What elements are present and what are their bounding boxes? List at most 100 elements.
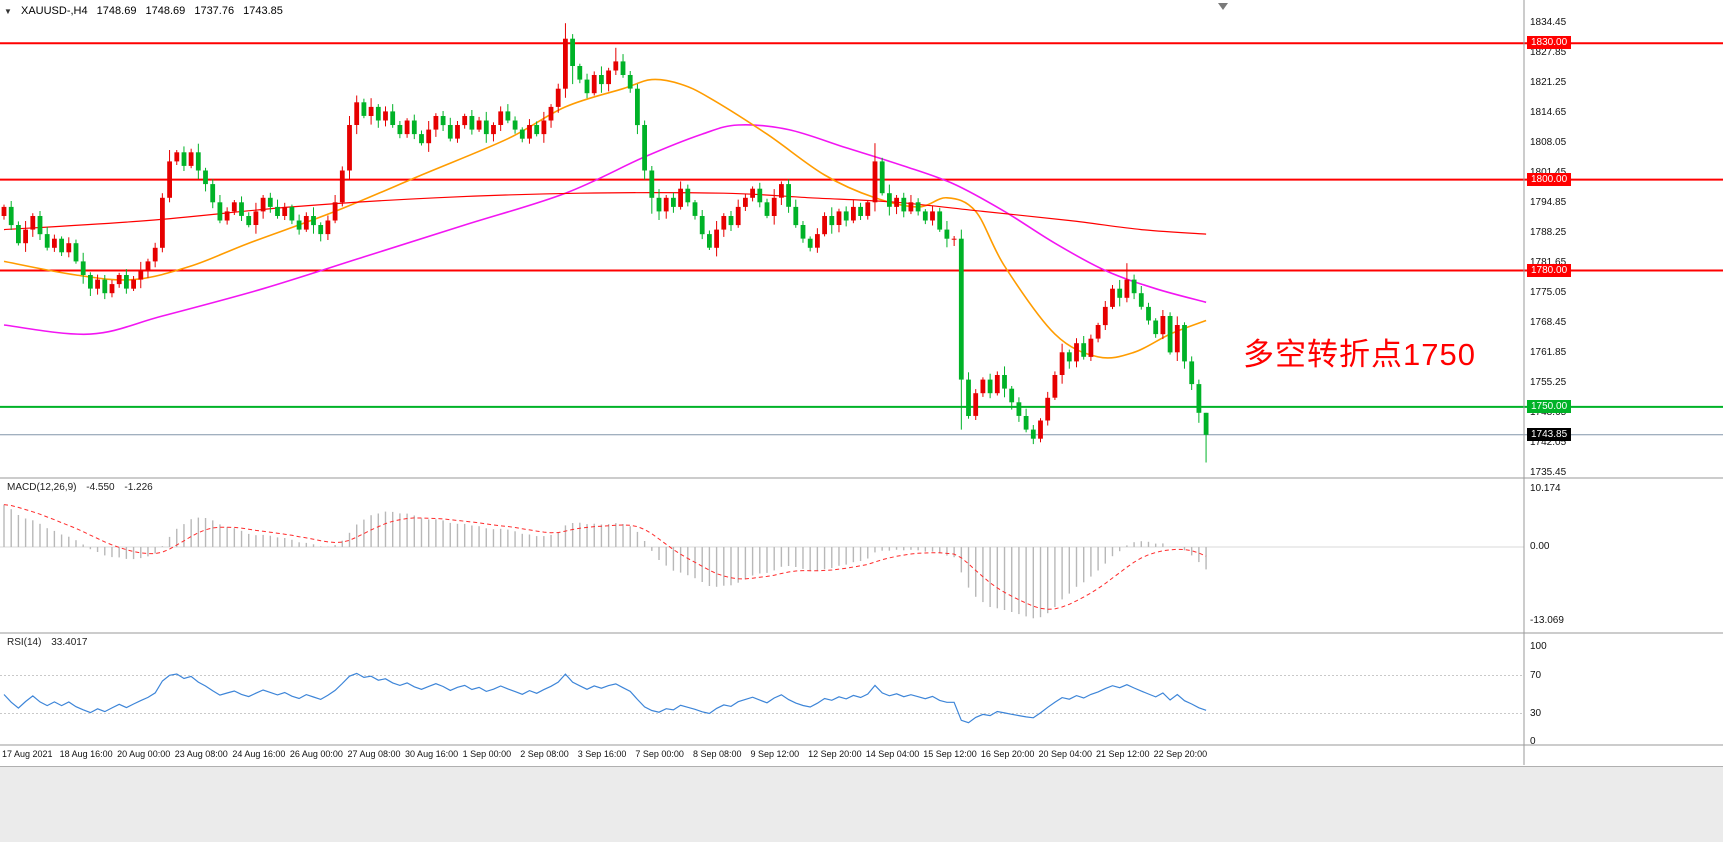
candle-body	[627, 75, 633, 89]
candle-body	[649, 170, 655, 198]
candle-body	[735, 206, 741, 226]
candle-body	[332, 202, 338, 221]
candle-body	[8, 206, 14, 226]
ma-fast-orange	[3, 78, 1207, 359]
candle-body	[563, 38, 568, 89]
candle-body	[987, 379, 993, 394]
candle-body	[1052, 375, 1058, 398]
chevron-down-icon[interactable]: ▼	[4, 7, 12, 16]
candle-body	[656, 197, 662, 212]
price-tick: 1814.65	[1530, 107, 1567, 118]
candle-body	[37, 216, 43, 235]
price-tick: 1821.25	[1530, 77, 1567, 88]
candle-body	[1088, 338, 1094, 357]
price-tick: 1801.45	[1530, 167, 1566, 178]
chart-canvas[interactable]	[0, 0, 1723, 766]
price-tick: 1788.25	[1530, 227, 1567, 238]
candle-body	[203, 170, 208, 185]
price-tick: 1794.85	[1530, 197, 1567, 208]
candle-body	[311, 216, 316, 226]
candle-body	[419, 134, 424, 144]
candle-body	[152, 247, 158, 262]
candle-body	[1167, 316, 1173, 353]
quote-high: 1748.69	[145, 5, 186, 17]
candle-body	[59, 238, 64, 253]
candle-body	[1030, 429, 1036, 439]
price-tick: 1735.45	[1530, 467, 1567, 478]
time-label: 30 Aug 16:00	[405, 749, 459, 759]
candle-body	[1117, 288, 1123, 298]
candle-body	[685, 188, 691, 203]
candle-body	[275, 206, 280, 216]
candle-body	[411, 120, 417, 135]
price-label-bid-1743.85: 1743.85	[1527, 427, 1572, 441]
time-label: 16 Sep 20:00	[980, 749, 1035, 759]
candle-body	[1081, 343, 1087, 357]
time-label: 24 Aug 16:00	[232, 749, 286, 759]
candle-body	[534, 125, 540, 135]
candle-body	[1074, 343, 1079, 362]
candle-body	[267, 197, 273, 207]
macd-indicator-label: MACD(12,26,9) -4.550 -1.226	[7, 482, 160, 493]
candle-body	[131, 279, 136, 289]
candle-body	[440, 116, 446, 126]
price-tick: 1781.65	[1530, 257, 1567, 268]
candle-body	[195, 152, 201, 171]
candle-body	[1038, 420, 1043, 439]
candle-body	[620, 61, 626, 75]
candle-body	[757, 188, 763, 203]
time-label: 3 Sep 16:00	[577, 749, 627, 759]
candle-body	[786, 184, 791, 207]
candle-body	[73, 243, 79, 262]
candle-body	[577, 66, 583, 80]
candle-body	[541, 120, 547, 135]
candle-body	[599, 75, 604, 85]
candle-body	[1160, 316, 1166, 335]
time-label: 26 Aug 00:00	[289, 749, 343, 759]
candle-body	[397, 125, 403, 135]
candle-body	[901, 197, 907, 212]
candle-body	[548, 106, 554, 121]
candle-body	[491, 125, 496, 135]
candle-body	[887, 193, 892, 207]
candle-body	[1, 206, 7, 216]
candle-body	[455, 125, 460, 139]
candle-body	[606, 70, 611, 85]
candle-body	[447, 125, 453, 139]
price-tick: 1827.85	[1530, 47, 1567, 58]
candle-body	[728, 216, 734, 226]
candle-body	[404, 120, 410, 135]
price-tick: 1834.45	[1530, 17, 1567, 28]
candle-body	[66, 243, 72, 253]
candle-body	[188, 152, 194, 166]
candle-body	[858, 206, 863, 216]
candle-body	[390, 111, 396, 125]
candle-body	[930, 211, 935, 221]
candle-body	[822, 216, 827, 235]
rsi-line	[3, 672, 1207, 724]
time-label: 23 Aug 08:00	[174, 749, 228, 759]
candle-body	[613, 61, 619, 71]
macd-signal-value: -1.226	[124, 482, 153, 493]
candle-body	[347, 125, 352, 171]
candle-body	[663, 197, 669, 212]
candle-body	[519, 129, 525, 139]
candle-body	[145, 261, 151, 271]
rsi-params: RSI(14)	[7, 637, 42, 648]
macd-tick: -13.069	[1530, 615, 1564, 627]
candle-body	[671, 197, 676, 207]
candle-body	[469, 116, 475, 130]
candle-body	[699, 216, 705, 235]
candle-body	[116, 275, 122, 285]
candle-body	[512, 120, 518, 130]
candle-body	[1182, 325, 1187, 362]
macd-tick: 10.174	[1530, 483, 1561, 495]
annotation-text[interactable]: 多空转折点1750	[1243, 337, 1476, 372]
candle-body	[1131, 279, 1137, 294]
time-label: 17 Aug 2021	[2, 749, 53, 759]
quote-line: ▼ XAUUSD-,H4 1748.69 1748.69 1737.76 174…	[4, 5, 289, 17]
candle-body	[678, 188, 683, 207]
candle-body	[138, 270, 144, 280]
candle-body	[426, 129, 432, 144]
candle-body	[109, 284, 115, 294]
